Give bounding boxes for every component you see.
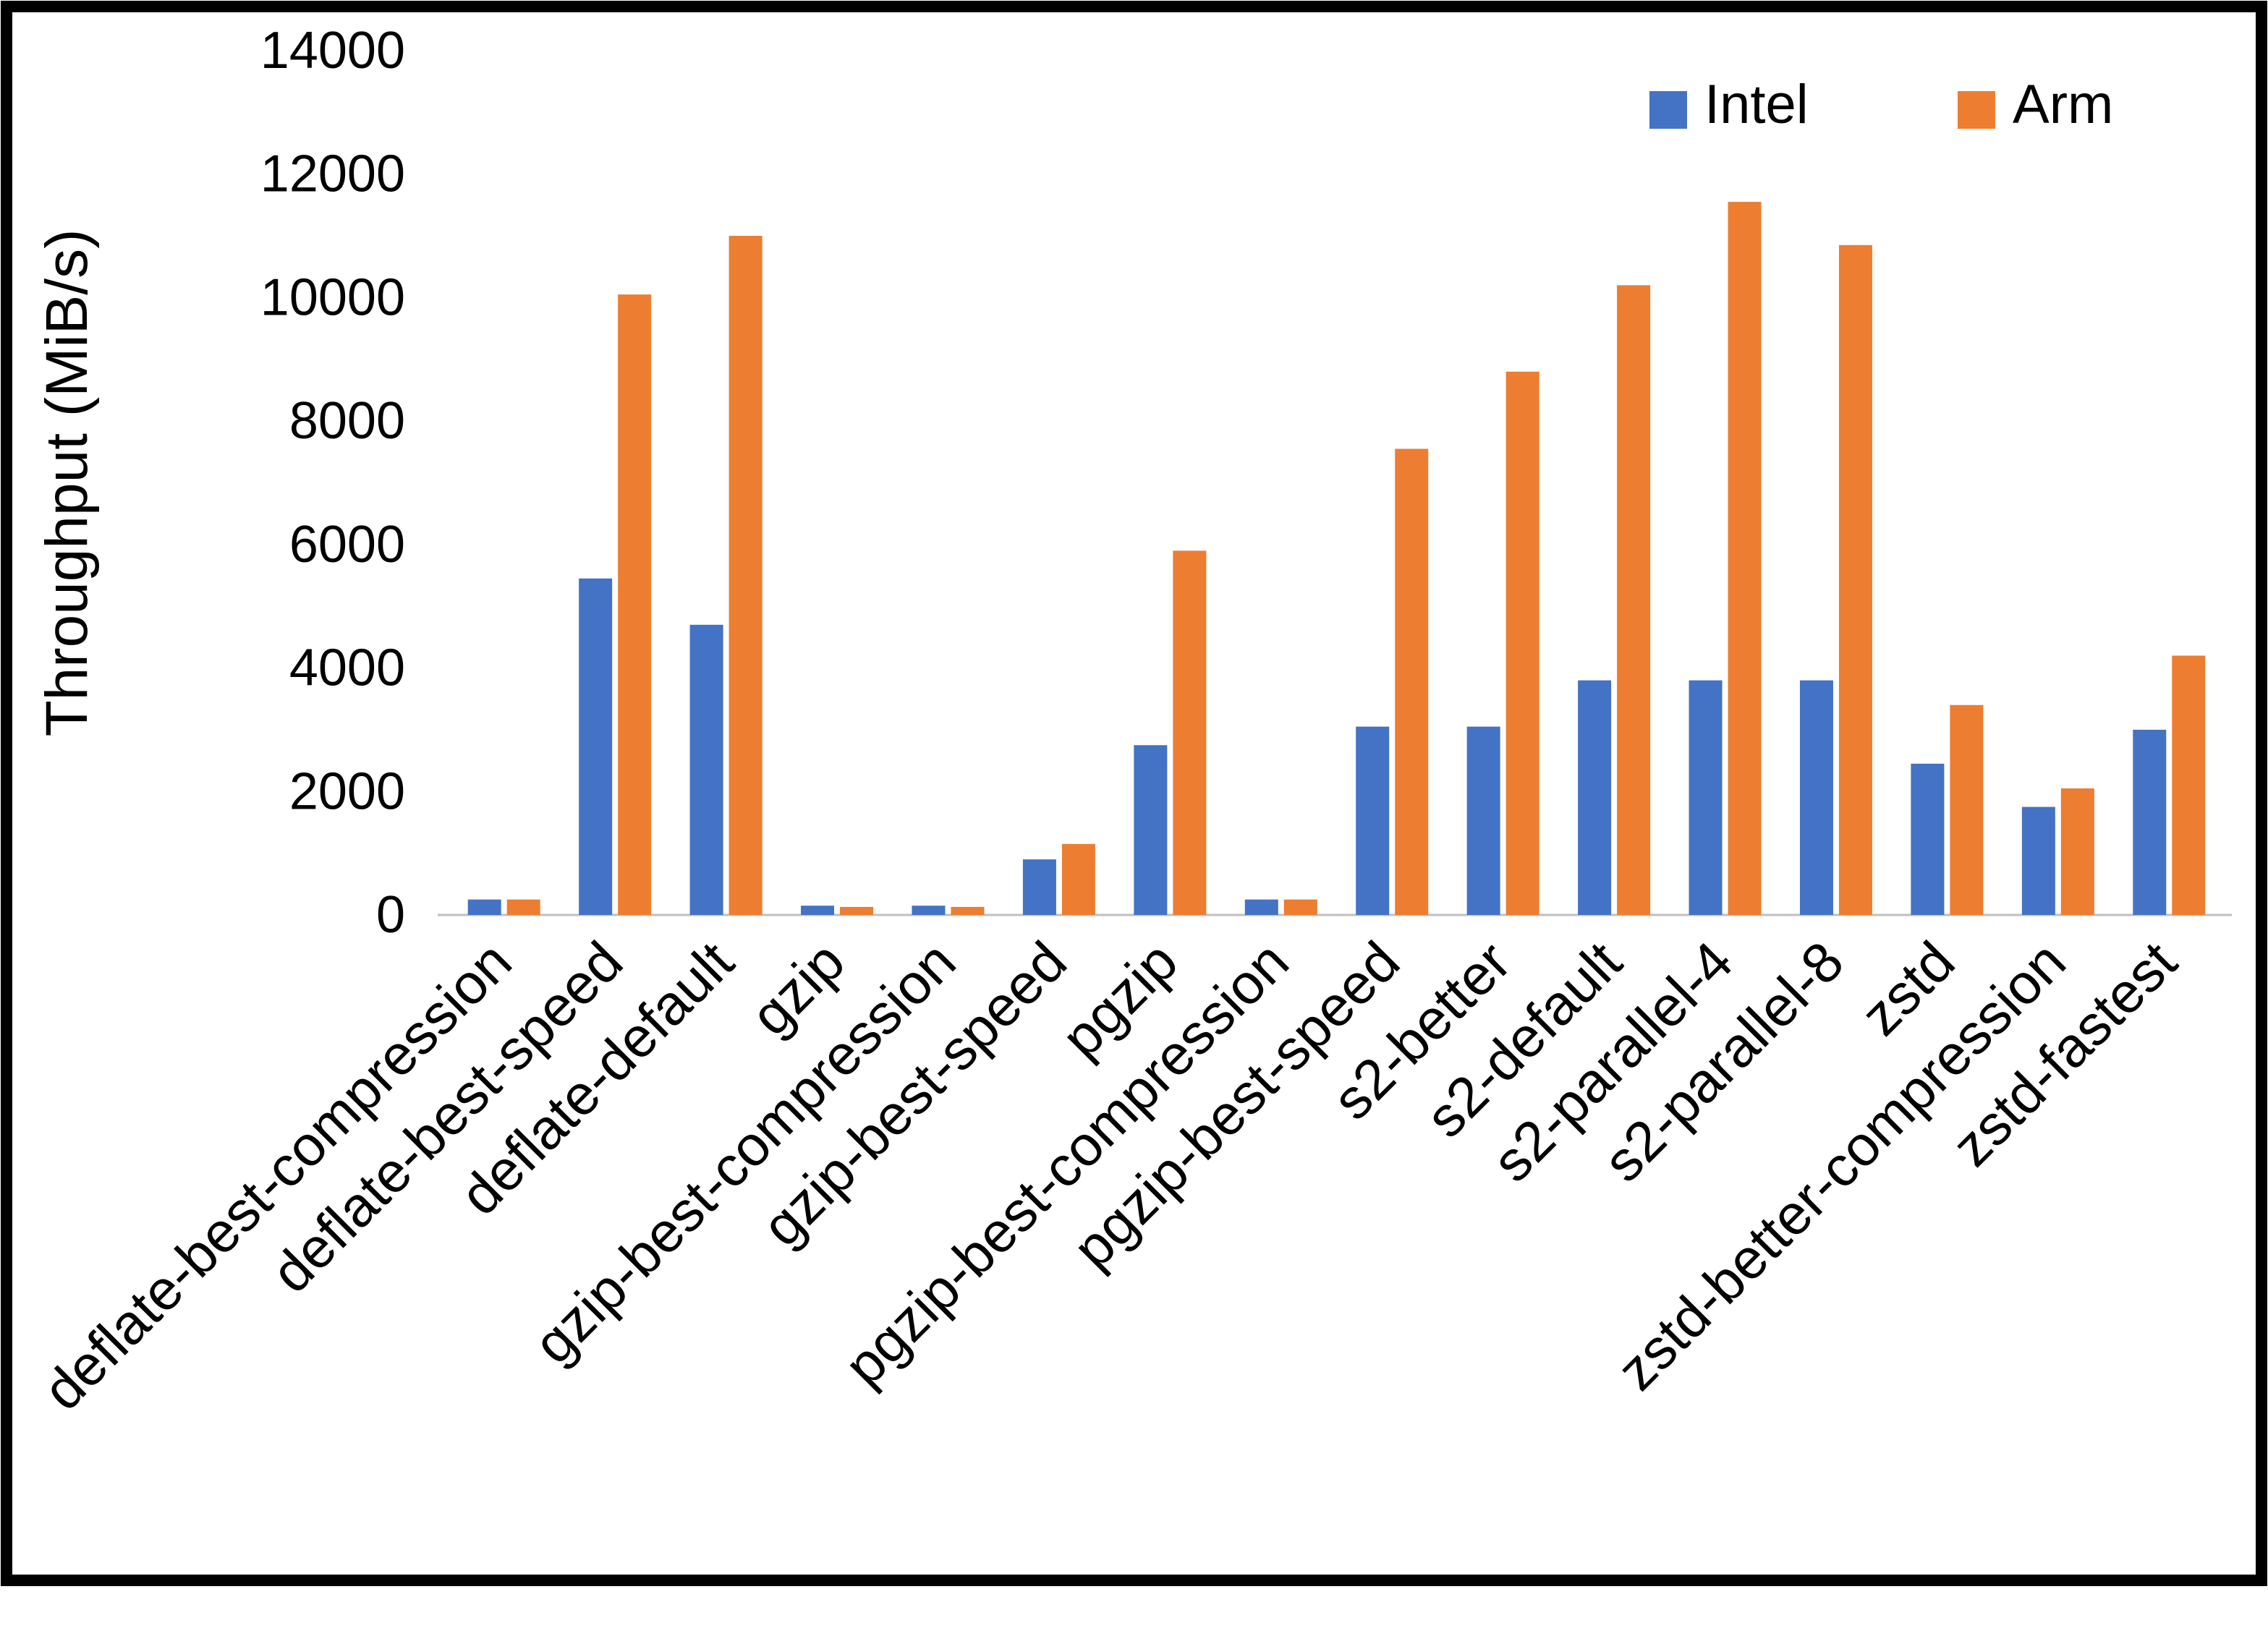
bar-intel-gzip-best-compression xyxy=(912,906,946,915)
bar-intel-deflate-best-compression xyxy=(467,899,501,915)
y-tick-label: 0 xyxy=(376,886,405,944)
frame-border xyxy=(1,1,2267,1586)
bar-arm-zstd-better-compression xyxy=(2060,788,2094,915)
bar-intel-zstd-better-compression xyxy=(2021,806,2055,915)
y-tick-label: 10000 xyxy=(260,268,405,326)
bar-arm-s2-default xyxy=(1617,285,1651,915)
bar-arm-pgzip xyxy=(1173,550,1207,915)
bar-intel-s2-default xyxy=(1578,680,1612,915)
bar-arm-deflate-best-speed xyxy=(618,294,652,915)
y-tick-label: 14000 xyxy=(260,22,405,80)
bar-arm-deflate-best-compression xyxy=(506,899,540,915)
legend-label-arm: Arm xyxy=(2013,74,2113,135)
bar-arm-gzip-best-compression xyxy=(951,906,985,915)
x-tick-label: deflate-best-compression xyxy=(30,929,523,1422)
bar-arm-zstd-fastest xyxy=(2172,655,2206,915)
bar-arm-s2-parallel-8 xyxy=(1838,244,1872,915)
y-tick-label: 2000 xyxy=(289,762,405,820)
bar-intel-zstd-fastest xyxy=(2133,729,2167,915)
bar-intel-zstd xyxy=(1911,763,1945,915)
bar-arm-pgzip-best-speed xyxy=(1395,448,1429,915)
bar-arm-gzip-best-speed xyxy=(1061,843,1095,915)
bar-intel-gzip-best-speed xyxy=(1022,859,1056,915)
bar-intel-pgzip xyxy=(1134,745,1168,915)
legend-swatch-intel xyxy=(1649,91,1687,129)
bar-arm-gzip xyxy=(840,906,874,915)
bar-arm-s2-better xyxy=(1505,371,1539,915)
legend-label-intel: Intel xyxy=(1704,74,1809,135)
y-tick-label: 12000 xyxy=(260,145,405,203)
bar-intel-gzip xyxy=(801,906,835,915)
bar-intel-s2-better xyxy=(1466,726,1500,915)
y-tick-label: 8000 xyxy=(289,392,405,450)
bar-intel-pgzip-best-speed xyxy=(1356,726,1390,915)
bar-arm-zstd xyxy=(1950,704,1984,915)
bar-arm-pgzip-best-compression xyxy=(1283,899,1317,915)
y-tick-label: 6000 xyxy=(289,516,405,574)
bar-arm-deflate-default xyxy=(729,236,763,916)
bar-intel-deflate-best-speed xyxy=(579,578,613,915)
y-axis-title: Throughput (MiB/s) xyxy=(34,229,100,737)
bar-intel-deflate-default xyxy=(689,624,723,915)
y-tick-label: 4000 xyxy=(289,639,405,697)
bar-intel-s2-parallel-4 xyxy=(1689,680,1723,915)
bar-arm-s2-parallel-4 xyxy=(1728,202,1762,915)
bar-intel-s2-parallel-8 xyxy=(1799,680,1833,915)
bar-intel-pgzip-best-compression xyxy=(1244,899,1278,915)
legend-swatch-arm xyxy=(1958,91,1995,129)
